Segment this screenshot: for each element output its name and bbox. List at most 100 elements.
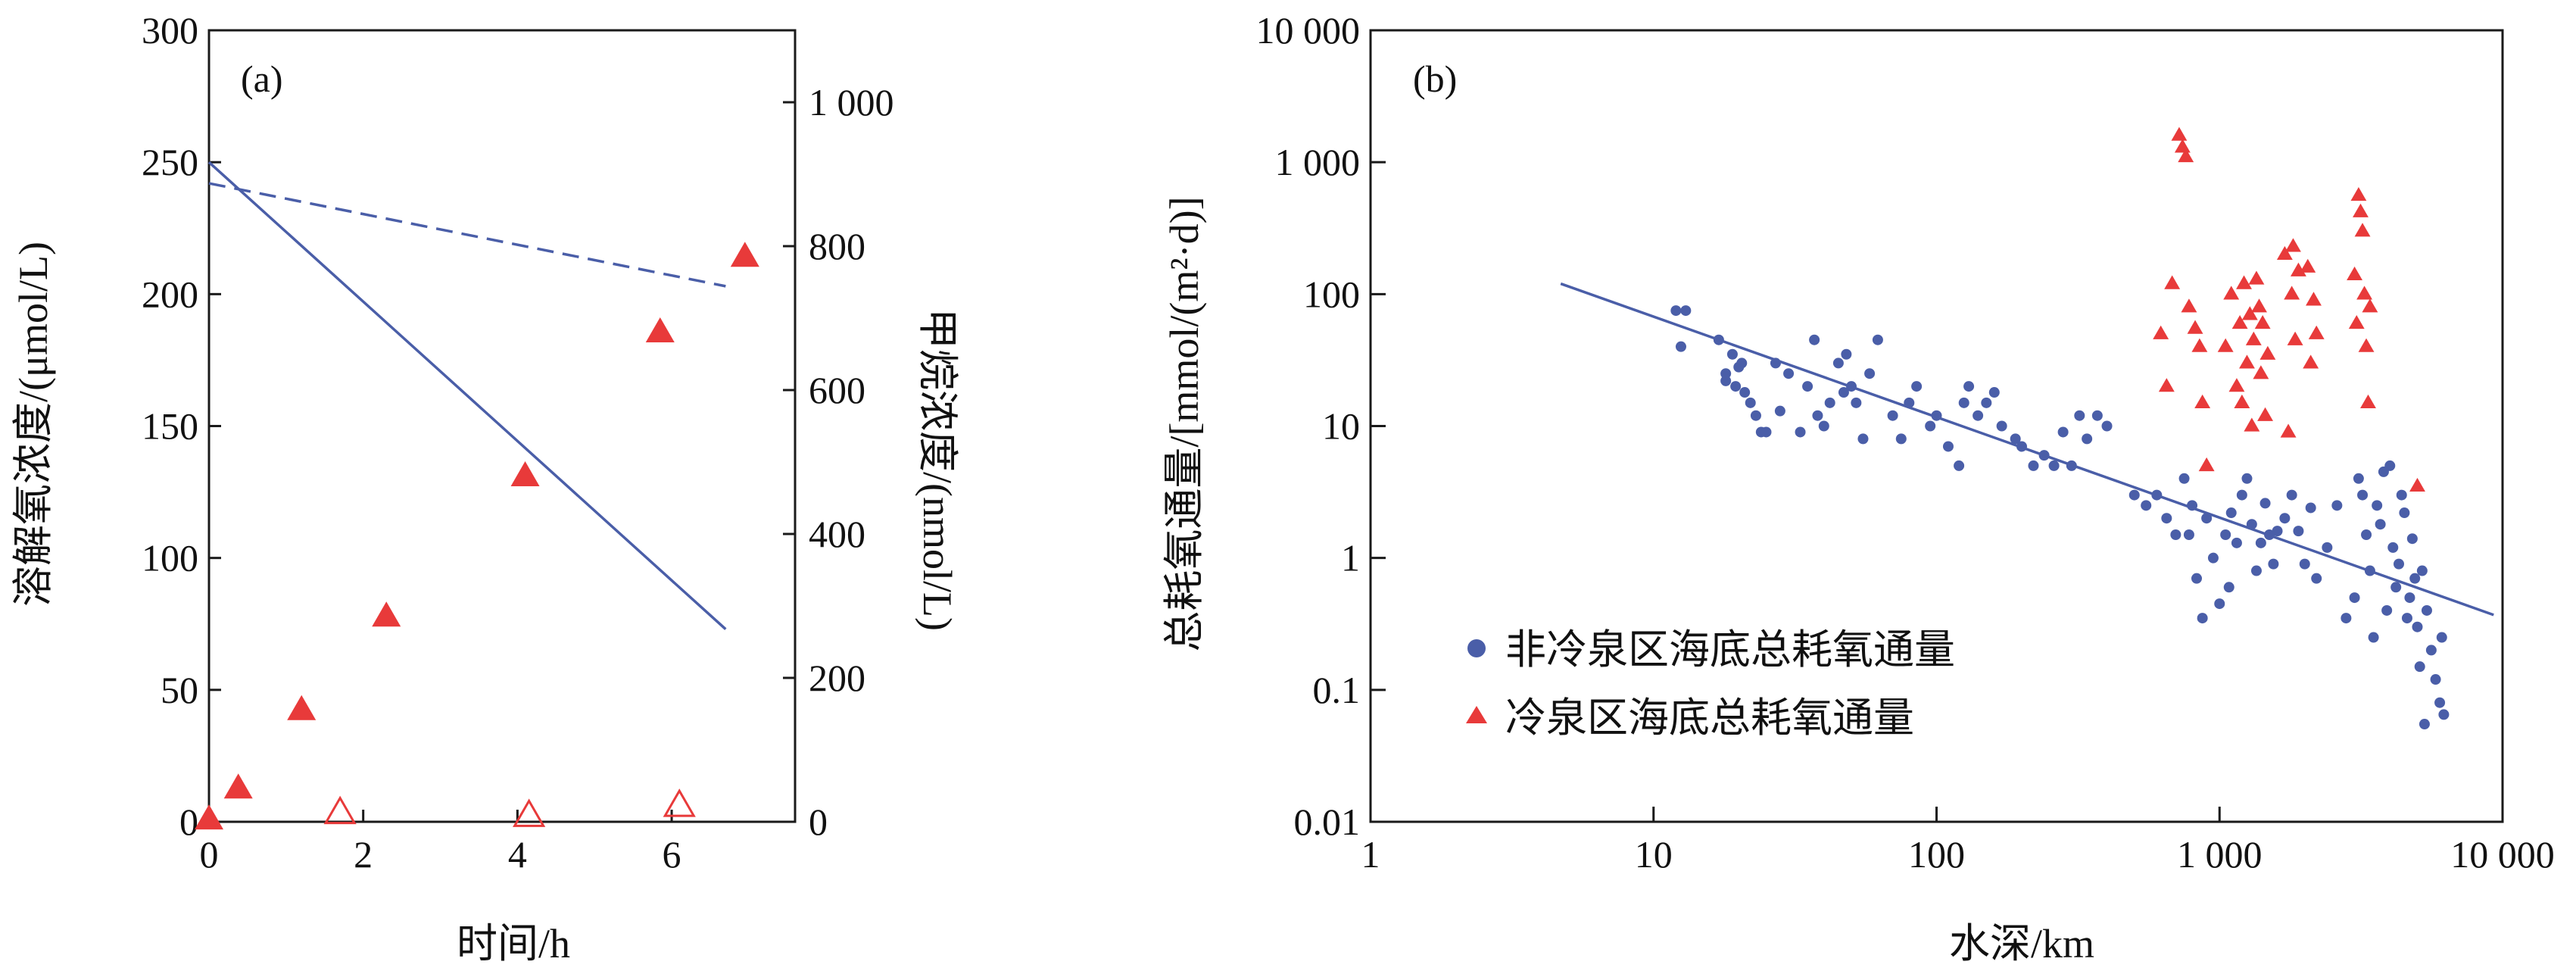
panel-b-non-seep-point — [2394, 558, 2405, 570]
panel-b-non-seep-point — [1812, 410, 1823, 421]
panel-a-chart: 溶解氧浓度/(μmol/L) 甲烷浓度/(nmol/L) 时间/h (a) 0 2… — [11, 9, 960, 966]
panel-b-non-seep-point — [1809, 334, 1820, 345]
panel-a-x-tick-label: 0 — [200, 833, 219, 876]
panel-b-seep-point — [2276, 245, 2293, 261]
panel-b-non-seep-point — [2225, 507, 2237, 519]
panel-b-non-seep-point — [2372, 500, 2383, 511]
panel-a-filled-triangle-point — [195, 804, 223, 830]
panel-a-y-right-tick-label: 400 — [809, 513, 865, 555]
panel-b-non-seep-point — [1963, 381, 1975, 392]
panel-b-non-seep-point — [2414, 661, 2425, 673]
panel-b-non-seep-point — [1795, 426, 1806, 438]
panel-a-y-left-label: 溶解氧浓度/(μmol/L) — [11, 242, 56, 607]
panel-a-filled-triangle-point — [645, 317, 675, 342]
panel-b-non-seep-point — [1996, 420, 2007, 432]
panel-a-filled-triangle-point — [372, 601, 401, 627]
panel-b-non-seep-point — [2293, 526, 2304, 537]
panel-a-x-tick-label: 4 — [508, 833, 527, 876]
panel-b-y-tick-label: 1 000 — [1275, 141, 1361, 183]
panel-b-non-seep-point — [2201, 513, 2213, 524]
panel-b-non-seep-point — [2436, 632, 2447, 643]
panel-b-non-seep-point — [2151, 489, 2163, 501]
panel-b-seep-point — [2248, 270, 2265, 285]
panel-a-open-triangle-point — [323, 795, 357, 825]
panel-b-seep-point — [2198, 457, 2215, 472]
panel-b-non-seep-point — [1750, 410, 1761, 421]
panel-b-non-seep-point — [1973, 410, 1984, 421]
panel-b-non-seep-point — [2183, 529, 2194, 540]
panel-b-non-seep-point — [2264, 529, 2275, 540]
panel-b-seep-point — [2181, 298, 2197, 313]
panel-b-non-seep-point — [1845, 381, 1857, 392]
panel-a-y-left-tick-label: 250 — [142, 141, 198, 183]
panel-b-non-seep-point — [1774, 405, 1785, 417]
panel-b-seep-point — [2236, 275, 2252, 289]
panel-b-seep-point — [2253, 365, 2269, 379]
panel-b-non-seep-point — [1832, 357, 1844, 369]
panel-b-seep-point — [2164, 275, 2181, 289]
panel-b-non-seep-point — [2038, 450, 2050, 461]
panel-b-y-tick-label: 0.01 — [1294, 801, 1361, 843]
panel-b-non-seep-point — [1911, 381, 1923, 392]
panel-b-y-tick-label: 100 — [1303, 273, 1360, 315]
panel-b-non-seep-point — [1824, 397, 1835, 408]
panel-b-seep-point — [2280, 423, 2297, 438]
panel-b-non-seep-point — [2390, 582, 2402, 593]
panel-b-non-seep-point — [1958, 397, 1969, 408]
panel-b-non-seep-point — [1720, 368, 1732, 379]
panel-b-non-seep-point — [2364, 565, 2375, 576]
panel-b-seep-point — [2171, 126, 2188, 141]
panel-b-seep-point — [2241, 306, 2258, 320]
panel-b-seep-point — [2191, 338, 2208, 352]
panel-a-filled-triangle-point — [223, 773, 253, 799]
panel-b-non-seep-point — [2246, 519, 2257, 530]
panel-b-non-seep-point — [2349, 592, 2360, 604]
panel-a-y-right-tick-label: 0 — [809, 801, 828, 843]
panel-b-non-seep-point — [2207, 552, 2219, 564]
panel-b-seep-point — [2251, 298, 2267, 313]
panel-b-seep-point — [2348, 314, 2365, 329]
panel-a-dashed-trend-line — [208, 182, 726, 288]
panel-b-seep-point — [2231, 314, 2248, 329]
panel-b-seep-point — [2234, 394, 2250, 408]
panel-b-non-seep-point — [2353, 473, 2364, 484]
panel-b-seep-point — [2239, 354, 2255, 369]
panel-b-seep-point — [2362, 298, 2378, 313]
panel-b-non-seep-point — [2425, 645, 2437, 656]
panel-b-non-seep-point — [2223, 582, 2235, 593]
panel-b-seep-point — [2350, 187, 2367, 201]
panel-a-y-left-tick-label: 150 — [142, 405, 198, 448]
panel-b-non-seep-point — [2170, 529, 2181, 540]
panel-b-non-seep-point — [1925, 420, 1936, 432]
panel-a-filled-triangle-point — [730, 242, 759, 267]
panel-b-non-seep-point — [1818, 420, 1829, 432]
panel-b-seep-point — [2245, 331, 2262, 345]
panel-b-non-seep-point — [2406, 533, 2418, 545]
panel-b-non-seep-point — [1931, 410, 1942, 421]
panel-a-y-left-tick-label: 300 — [142, 9, 198, 52]
panel-b-non-seep-point — [1760, 426, 1772, 438]
panel-a-y-right-tick-label: 200 — [809, 657, 865, 699]
panel-b-seep-point — [2285, 238, 2301, 252]
panel-b-non-seep-point — [2236, 489, 2247, 501]
panel-b-seep-point — [2244, 417, 2260, 432]
panel-b-chart: 总耗氧通量/[mmol/(m²·d)] 水深/km (b) 非冷泉区海底总耗氧通… — [1162, 9, 2555, 966]
panel-a-solid-trend-line — [207, 161, 727, 631]
panel-a-open-triangle-point — [663, 788, 696, 817]
panel-b-non-seep-point — [2255, 537, 2266, 548]
panel-b-non-seep-point — [2322, 542, 2333, 553]
panel-b-non-seep-point — [2396, 489, 2407, 501]
panel-b-seep-point — [2187, 320, 2203, 334]
panel-b-non-seep-point — [2381, 604, 2393, 616]
panel-a-x-tick-label: 2 — [354, 833, 373, 876]
panel-b-non-seep-point — [1887, 410, 1898, 421]
panel-b-non-seep-point — [2409, 573, 2421, 584]
panel-b-x-tick-label: 1 000 — [2177, 833, 2263, 876]
panel-b-non-seep-point — [2268, 558, 2279, 570]
panel-b-non-seep-point — [1675, 341, 1686, 352]
panel-b-non-seep-point — [2299, 558, 2310, 570]
panel-b-seep-point — [2303, 354, 2319, 369]
panel-b-label: (b) — [1413, 58, 1457, 100]
panel-b-non-seep-point — [1954, 460, 1965, 471]
